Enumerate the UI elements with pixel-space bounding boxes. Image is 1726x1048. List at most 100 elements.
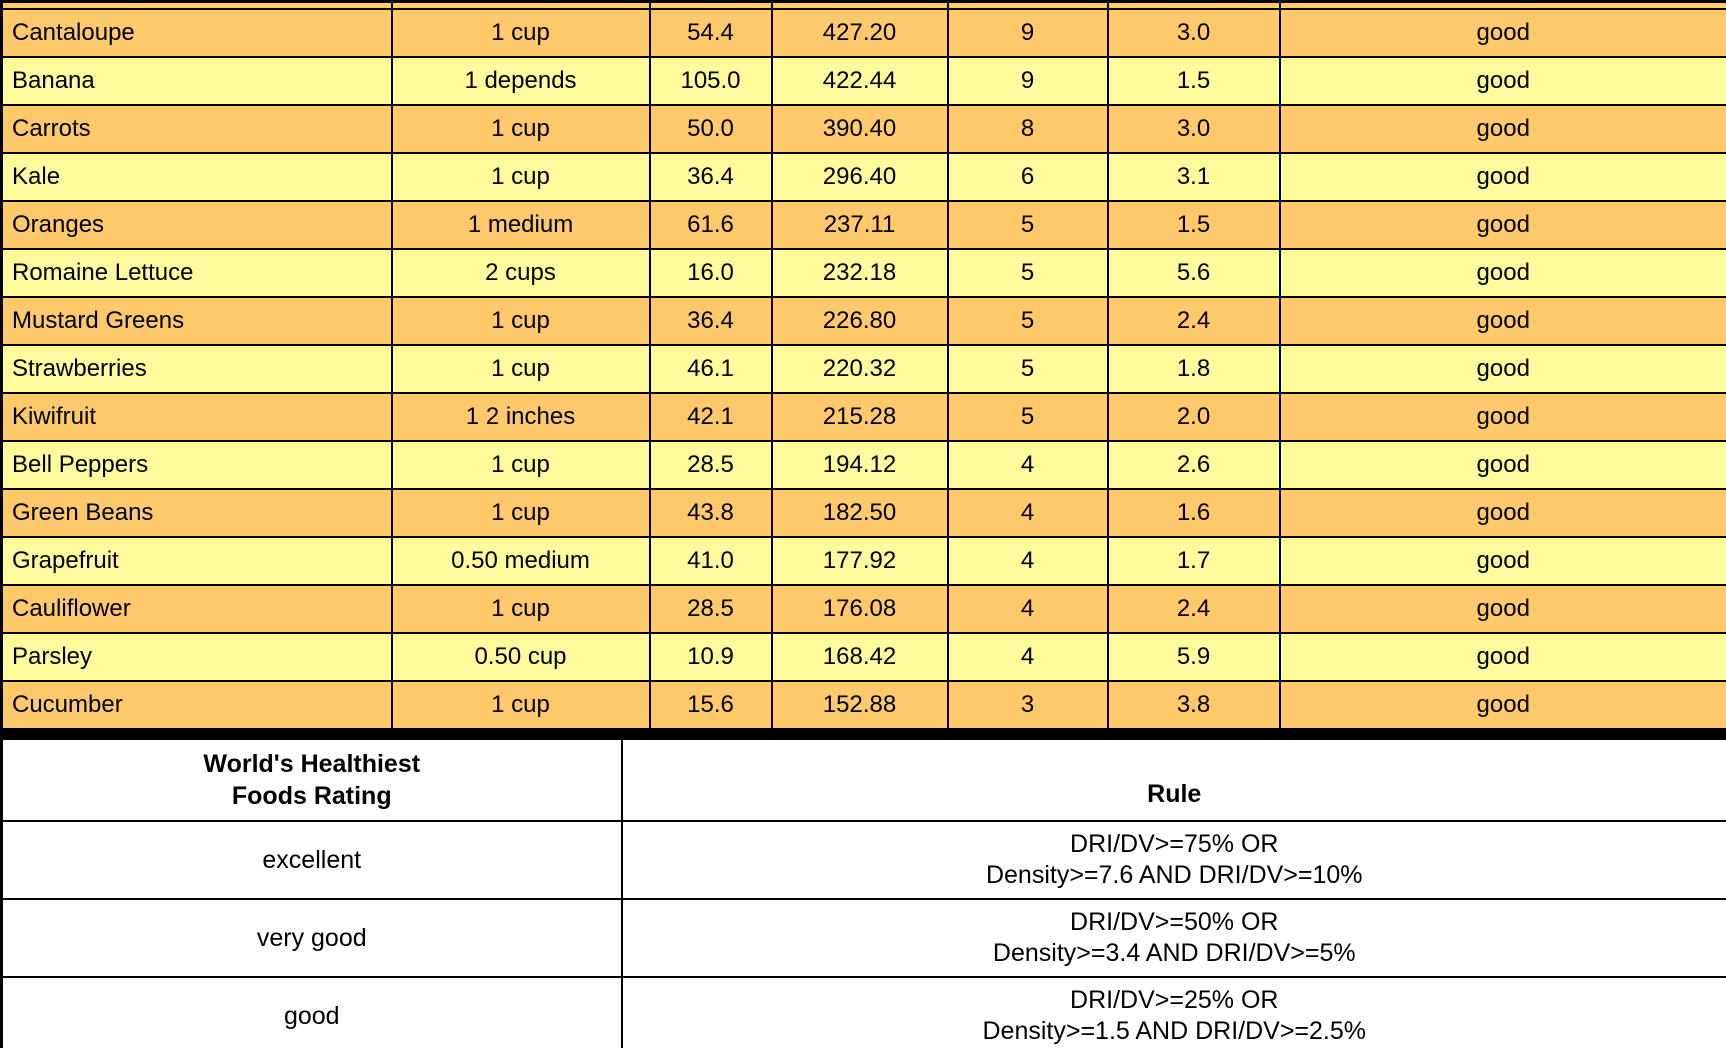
food-row-carrots: Carrots 1 cup 50.0 390.40 8 3.0 good: [0, 104, 1726, 154]
food-name-cell: Bell Peppers: [0, 440, 393, 490]
calories-cell: 10.9: [648, 632, 773, 682]
rating-cell: good: [1278, 56, 1726, 106]
rating-table-header-row: World's Healthiest Foods Rating Rule: [0, 737, 1726, 822]
food-name-cell: Cantaloupe: [0, 8, 393, 58]
rating-label: excellent: [0, 820, 623, 900]
rating-cell: good: [1278, 248, 1726, 298]
rating-cell: good: [1278, 680, 1726, 731]
rating-cell: good: [1278, 8, 1726, 58]
food-name-cell: Grapefruit: [0, 536, 393, 586]
food-table-body: Cantaloupe 1 cup 54.4 427.20 9 3.0 good Banana 1…: [0, 0, 1726, 731]
rule-line2: Density>=7.6 AND DRI/DV>=10%: [985, 861, 1363, 889]
amount-cell: 176.08: [770, 584, 949, 634]
calories-cell: 36.4: [648, 296, 773, 346]
serving-size-cell: 0.50 medium: [390, 536, 651, 586]
amount-cell: 390.40: [770, 104, 949, 154]
food-row-mustard-greens: Mustard Greens 1 cup 36.4 226.80 5 2.4 good: [0, 296, 1726, 346]
density-cell: 1.5: [1106, 200, 1281, 250]
density-cell: 1.7: [1106, 536, 1281, 586]
rule-cell: DRI/DV>=25% OR Density>=1.5 AND DRI/DV>=…: [620, 976, 1726, 1048]
food-nutrient-table: Cantaloupe 1 cup 54.4 427.20 9 3.0 good Banana 1…: [0, 0, 1726, 731]
rating-cell: good: [1278, 536, 1726, 586]
rating-cell: good: [1278, 344, 1726, 394]
food-name-cell: Carrots: [0, 104, 393, 154]
amount-cell: 152.88: [770, 680, 949, 731]
dri-dv-cell: 4: [946, 632, 1109, 682]
rule-cell: DRI/DV>=75% OR Density>=7.6 AND DRI/DV>=…: [620, 820, 1726, 900]
food-row-parsley: Parsley 0.50 cup 10.9 168.42 4 5.9 good: [0, 632, 1726, 682]
rating-rules-table: World's Healthiest Foods Rating Rule exc…: [0, 737, 1726, 1048]
density-cell: 3.0: [1106, 8, 1281, 58]
dri-dv-cell: 5: [946, 296, 1109, 346]
rating-label: good: [0, 976, 623, 1048]
calories-cell: 28.5: [648, 584, 773, 634]
serving-size-cell: 1 medium: [390, 200, 651, 250]
rating-cell: good: [1278, 152, 1726, 202]
serving-size-cell: 1 cup: [390, 104, 651, 154]
calories-cell: 50.0: [648, 104, 773, 154]
dri-dv-cell: 6: [946, 152, 1109, 202]
cutoff-row-sliver: [0, 0, 1726, 10]
food-name-cell: Kiwifruit: [0, 392, 393, 442]
rating-header-line1: World's Healthiest: [203, 750, 421, 778]
serving-size-cell: 1 cup: [390, 152, 651, 202]
food-row-bell-peppers: Bell Peppers 1 cup 28.5 194.12 4 2.6 good: [0, 440, 1726, 490]
serving-size-cell: 0.50 cup: [390, 632, 651, 682]
rating-cell: good: [1278, 584, 1726, 634]
density-cell: 5.6: [1106, 248, 1281, 298]
rating-header-line2: Foods Rating: [231, 782, 392, 810]
food-name-cell: Banana: [0, 56, 393, 106]
rule-cell: DRI/DV>=50% OR Density>=3.4 AND DRI/DV>=…: [620, 898, 1726, 978]
food-name-cell: Oranges: [0, 200, 393, 250]
dri-dv-cell: 9: [946, 8, 1109, 58]
food-name-cell: Green Beans: [0, 488, 393, 538]
density-cell: 2.4: [1106, 584, 1281, 634]
dri-dv-cell: 5: [946, 200, 1109, 250]
dri-dv-cell: 4: [946, 488, 1109, 538]
food-name-cell: Cauliflower: [0, 584, 393, 634]
rating-cell: good: [1278, 200, 1726, 250]
rule-line2: Density>=3.4 AND DRI/DV>=5%: [992, 939, 1356, 967]
density-cell: 2.4: [1106, 296, 1281, 346]
table-divider: [0, 731, 1726, 737]
food-row-green-beans: Green Beans 1 cup 43.8 182.50 4 1.6 good: [0, 488, 1726, 538]
density-cell: 1.5: [1106, 56, 1281, 106]
calories-cell: 54.4: [648, 8, 773, 58]
density-cell: 3.1: [1106, 152, 1281, 202]
serving-size-cell: 1 2 inches: [390, 392, 651, 442]
food-row-cantaloupe: Cantaloupe 1 cup 54.4 427.20 9 3.0 good: [0, 8, 1726, 58]
food-name-cell: Kale: [0, 152, 393, 202]
amount-cell: 177.92: [770, 536, 949, 586]
calories-cell: 105.0: [648, 56, 773, 106]
calories-cell: 43.8: [648, 488, 773, 538]
density-cell: 3.0: [1106, 104, 1281, 154]
dri-dv-cell: 5: [946, 248, 1109, 298]
rule-column-header: Rule: [620, 737, 1726, 822]
serving-size-cell: 1 cup: [390, 344, 651, 394]
density-cell: 1.8: [1106, 344, 1281, 394]
dri-dv-cell: 9: [946, 56, 1109, 106]
serving-size-cell: 1 cup: [390, 680, 651, 731]
food-row-cauliflower: Cauliflower 1 cup 28.5 176.08 4 2.4 good: [0, 584, 1726, 634]
rule-line1: DRI/DV>=50% OR: [1070, 908, 1279, 936]
calories-cell: 42.1: [648, 392, 773, 442]
amount-cell: 168.42: [770, 632, 949, 682]
dri-dv-cell: 3: [946, 680, 1109, 731]
calories-cell: 41.0: [648, 536, 773, 586]
dri-dv-cell: 4: [946, 440, 1109, 490]
calories-cell: 36.4: [648, 152, 773, 202]
calories-cell: 16.0: [648, 248, 773, 298]
serving-size-cell: 1 cup: [390, 584, 651, 634]
rating-row-good: good DRI/DV>=25% OR Density>=1.5 AND DRI…: [0, 976, 1726, 1048]
amount-cell: 226.80: [770, 296, 949, 346]
density-cell: 3.8: [1106, 680, 1281, 731]
amount-cell: 296.40: [770, 152, 949, 202]
density-cell: 2.0: [1106, 392, 1281, 442]
density-cell: 1.6: [1106, 488, 1281, 538]
calories-cell: 28.5: [648, 440, 773, 490]
rule-header-label: Rule: [1147, 780, 1202, 808]
serving-size-cell: 1 depends: [390, 56, 651, 106]
dri-dv-cell: 5: [946, 392, 1109, 442]
amount-cell: 422.44: [770, 56, 949, 106]
